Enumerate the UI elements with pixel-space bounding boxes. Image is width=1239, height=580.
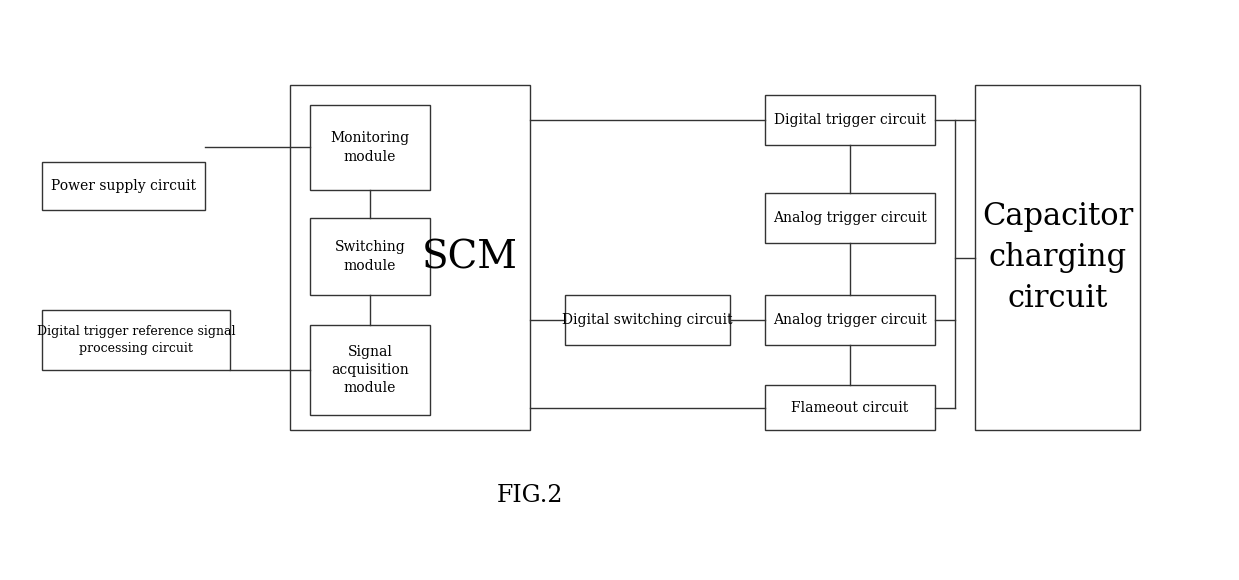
Text: Capacitor
charging
circuit: Capacitor charging circuit: [981, 201, 1134, 314]
Text: Digital switching circuit: Digital switching circuit: [563, 313, 732, 327]
Text: Analog trigger circuit: Analog trigger circuit: [773, 313, 927, 327]
Bar: [42, 310, 230, 370]
Bar: [764, 95, 935, 145]
Text: Flameout circuit: Flameout circuit: [792, 401, 908, 415]
Bar: [764, 385, 935, 430]
Bar: [565, 295, 730, 345]
Bar: [290, 85, 530, 430]
Bar: [310, 325, 430, 415]
Text: Power supply circuit: Power supply circuit: [51, 179, 196, 193]
Text: Monitoring
module: Monitoring module: [331, 131, 410, 164]
Text: Digital trigger reference signal
processing circuit: Digital trigger reference signal process…: [37, 325, 235, 355]
Text: Signal
acquisition
module: Signal acquisition module: [331, 345, 409, 396]
Bar: [42, 162, 204, 210]
Text: FIG.2: FIG.2: [497, 484, 564, 506]
Text: Switching
module: Switching module: [335, 240, 405, 273]
Bar: [764, 295, 935, 345]
Bar: [310, 218, 430, 295]
Text: Digital trigger circuit: Digital trigger circuit: [774, 113, 926, 127]
Bar: [310, 105, 430, 190]
Text: Analog trigger circuit: Analog trigger circuit: [773, 211, 927, 225]
Bar: [764, 193, 935, 243]
Bar: [975, 85, 1140, 430]
Text: SCM: SCM: [422, 240, 518, 277]
